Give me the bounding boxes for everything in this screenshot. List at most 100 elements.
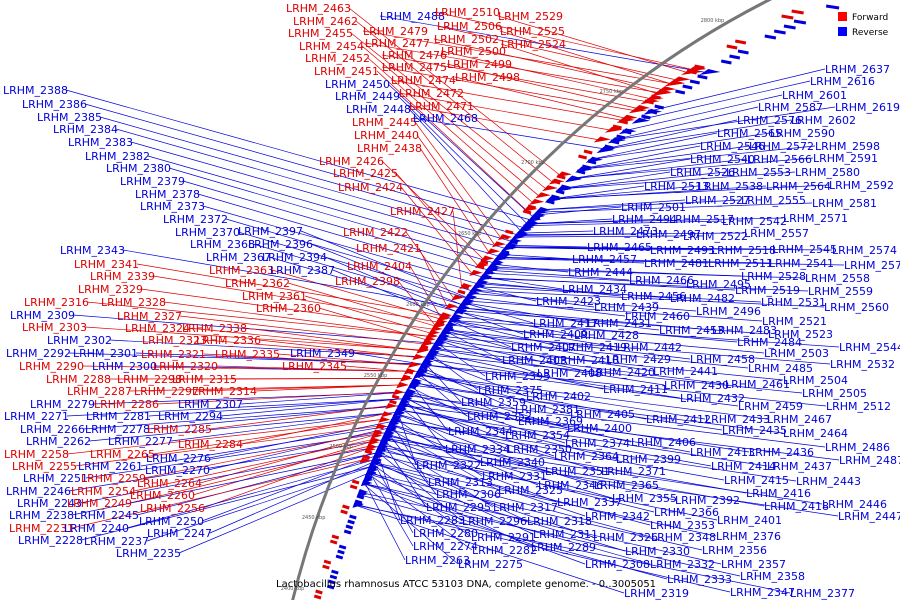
gene-label: LRHM_2529 <box>498 10 563 23</box>
gene-feature <box>461 284 470 290</box>
connector-line <box>203 353 410 366</box>
gene-label: LRHM_2342 <box>585 510 650 523</box>
gene-label: LRHM_2254 <box>71 485 136 498</box>
gene-label: LRHM_2473 <box>593 225 658 238</box>
gene-feature <box>380 439 388 445</box>
gene-label: LRHM_2334 <box>445 443 510 456</box>
gene-feature <box>697 74 708 80</box>
gene-label: LRHM_2354 <box>505 429 570 442</box>
gene-feature <box>349 514 357 520</box>
connector-line <box>196 384 399 392</box>
gene-feature <box>500 234 510 240</box>
gene-label: LRHM_2384 <box>53 123 118 136</box>
gene-feature <box>408 384 417 390</box>
gene-label: LRHM_2345 <box>282 360 347 373</box>
gene-label: LRHM_2303 <box>22 321 87 334</box>
legend-forward-swatch <box>838 12 847 21</box>
connector-line <box>324 256 456 312</box>
connector-line <box>433 344 784 381</box>
connector-line <box>390 79 621 121</box>
kbp-tick-label: 2650 kbp <box>458 231 482 237</box>
gene-feature <box>384 426 397 433</box>
connector-line <box>523 220 723 227</box>
connector-line <box>425 356 527 397</box>
gene-label: LRHM_2430 <box>664 379 729 392</box>
connector-line <box>611 106 759 141</box>
gene-feature <box>351 479 360 485</box>
connector-line <box>192 441 370 496</box>
connector-line <box>152 419 380 455</box>
connector-line <box>504 247 833 251</box>
gene-label: LRHM_2577 <box>844 259 900 272</box>
gene-feature <box>682 84 693 90</box>
connector-line <box>147 155 498 257</box>
connector-line <box>197 193 482 278</box>
gene-feature <box>326 584 335 590</box>
gene-label: LRHM_2503 <box>764 347 829 360</box>
connector-line <box>396 409 712 467</box>
gene-label: LRHM_2281 <box>86 410 151 423</box>
gene-feature <box>364 474 373 480</box>
connector-line <box>498 253 573 260</box>
gene-feature <box>391 394 400 400</box>
gene-feature <box>485 265 499 272</box>
connector-line <box>470 289 595 308</box>
gene-label: LRHM_2553 <box>726 166 791 179</box>
connector-line <box>332 269 451 319</box>
connector-line <box>215 365 406 372</box>
connector-line <box>525 217 784 224</box>
connector-line <box>398 92 609 131</box>
gene-label: LRHM_2376 <box>716 530 781 543</box>
gene-feature <box>389 399 397 405</box>
gene-label: LRHM_2524 <box>501 38 566 51</box>
gene-label: LRHM_2459 <box>738 400 803 413</box>
connector-line <box>513 235 684 238</box>
connector-line <box>646 68 826 113</box>
connector-line <box>136 452 376 516</box>
gene-label: LRHM_2368 <box>190 238 255 251</box>
connector-line <box>179 315 423 345</box>
connector-line <box>88 412 395 442</box>
gene-feature <box>370 432 383 439</box>
gene-label: LRHM_2506 <box>437 20 502 33</box>
gene-feature <box>793 19 807 25</box>
gene-feature <box>343 529 352 535</box>
connector-line <box>452 210 462 287</box>
connector-line <box>353 504 791 594</box>
connector-line <box>82 405 399 430</box>
gene-label: LRHM_2300 <box>92 360 157 373</box>
connector-line <box>382 437 823 505</box>
gene-feature <box>413 371 427 378</box>
connector-line <box>209 405 387 430</box>
gene-label: LRHM_2301 <box>73 347 138 360</box>
gene-label: LRHM_2541 <box>769 257 834 270</box>
gene-feature <box>476 264 485 270</box>
gene-label: LRHM_2447 <box>838 510 900 523</box>
connector-line <box>414 121 501 238</box>
gene-feature <box>582 164 591 170</box>
gene-feature <box>377 444 386 450</box>
gene-feature <box>618 119 629 125</box>
connector-line <box>84 326 419 351</box>
gene-feature <box>349 484 358 490</box>
connector-line <box>600 119 792 151</box>
gene-label: LRHM_2510 <box>435 6 500 19</box>
gene-label: LRHM_2445 <box>352 116 417 129</box>
gene-label: LRHM_2256 <box>140 502 205 515</box>
gene-feature <box>313 594 322 600</box>
gene-feature <box>335 554 344 560</box>
gene-label: LRHM_2408 <box>537 367 602 380</box>
gene-feature <box>522 220 538 227</box>
gene-label: LRHM_2338 <box>182 322 247 335</box>
gene-label: LRHM_2243 <box>17 497 82 510</box>
gene-feature <box>411 379 420 385</box>
gene-feature <box>354 499 363 505</box>
connector-line <box>486 269 630 281</box>
gene-label: LRHM_2448 <box>346 103 411 116</box>
connector-line <box>401 398 750 453</box>
connector-line <box>252 243 461 305</box>
gene-label: LRHM_2591 <box>813 152 878 165</box>
connector-line <box>240 391 406 405</box>
connector-line <box>187 327 419 351</box>
gene-feature <box>362 454 371 460</box>
